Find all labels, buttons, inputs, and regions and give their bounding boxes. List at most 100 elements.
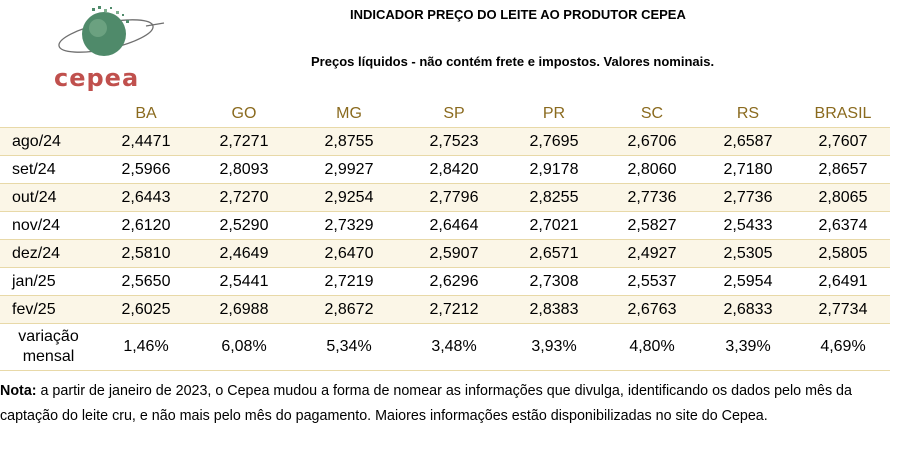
page-subtitle: Preços líquidos - não contém frete e imp… [311,54,715,69]
table-cell: 2,7736 [700,183,796,212]
table-cell: 2,7219 [294,267,404,296]
table-cell: 2,6587 [700,127,796,156]
table-cell: 2,7523 [404,127,504,156]
table-cell: 2,7695 [504,127,604,156]
table-cell: 2,5827 [604,211,700,240]
row-label: nov/24 [0,211,98,240]
table-cell: 2,5290 [194,211,294,240]
table-row: jan/25 2,5650 2,5441 2,7219 2,6296 2,730… [0,267,890,296]
row-label: fev/25 [0,295,98,324]
variation-cell: 4,80% [604,323,700,371]
column-header: PR [504,101,604,128]
variation-cell: 4,69% [796,323,890,371]
globe-icon [58,6,165,56]
row-label: out/24 [0,183,98,212]
row-label: dez/24 [0,239,98,268]
column-header: RS [700,101,796,128]
table-cell: 2,5954 [700,267,796,296]
table-cell: 2,8060 [604,155,700,184]
table-cell: 2,7021 [504,211,604,240]
column-header: SP [404,101,504,128]
variation-cell: 5,34% [294,323,404,371]
table-cell: 2,6296 [404,267,504,296]
table-row: fev/25 2,6025 2,6988 2,8672 2,7212 2,838… [0,295,890,324]
variation-label-line2: mensal [22,348,75,365]
variation-cell: 3,39% [700,323,796,371]
table-cell: 2,7607 [796,127,890,156]
footnote: Nota: a partir de janeiro de 2023, o Cep… [0,379,900,429]
table-cell: 2,8420 [404,155,504,184]
table-cell: 2,6470 [294,239,404,268]
column-header: BA [98,101,194,128]
table-cell: 2,9927 [294,155,404,184]
column-header: BRASIL [796,101,890,128]
table-header-row: BA GO MG SP PR SC RS BRASIL [0,101,890,128]
table-cell: 2,6763 [604,295,700,324]
table-cell: 2,8255 [504,183,604,212]
table-cell: 2,6464 [404,211,504,240]
page-title: INDICADOR PREÇO DO LEITE AO PRODUTOR CEP… [350,7,686,22]
column-header: MG [294,101,404,128]
table-cell: 2,5433 [700,211,796,240]
table-cell: 2,5966 [98,155,194,184]
table-cell: 2,5907 [404,239,504,268]
variation-label: variação mensal [0,323,98,371]
table-cell: 2,8755 [294,127,404,156]
table-cell: 2,8657 [796,155,890,184]
variation-label-line1: variação [18,328,79,345]
header-corner [0,101,98,128]
cepea-logo: cepea [46,4,176,92]
table-cell: 2,8093 [194,155,294,184]
table-row: dez/24 2,5810 2,4649 2,6470 2,5907 2,657… [0,239,890,268]
table-cell: 2,7271 [194,127,294,156]
table-cell: 2,5810 [98,239,194,268]
table-cell: 2,6374 [796,211,890,240]
table-cell: 2,6025 [98,295,194,324]
table-cell: 2,7180 [700,155,796,184]
variation-cell: 6,08% [194,323,294,371]
table-cell: 2,5537 [604,267,700,296]
table-cell: 2,6706 [604,127,700,156]
table-cell: 2,7308 [504,267,604,296]
row-label: ago/24 [0,127,98,156]
table-row: set/24 2,5966 2,8093 2,9927 2,8420 2,917… [0,155,890,184]
column-header: GO [194,101,294,128]
table-cell: 2,9254 [294,183,404,212]
table-cell: 2,8383 [504,295,604,324]
variation-cell: 3,48% [404,323,504,371]
footnote-prefix: Nota: [0,383,37,399]
table-cell: 2,4471 [98,127,194,156]
logo-wordmark: cepea [54,64,140,92]
column-header: SC [604,101,700,128]
table-cell: 2,7796 [404,183,504,212]
table-cell: 2,7736 [604,183,700,212]
row-label: set/24 [0,155,98,184]
table-cell: 2,4927 [604,239,700,268]
table-cell: 2,8672 [294,295,404,324]
table-cell: 2,6571 [504,239,604,268]
table-row: ago/24 2,4471 2,7271 2,8755 2,7523 2,769… [0,127,890,156]
price-table: BA GO MG SP PR SC RS BRASIL ago/24 2,447… [0,101,890,371]
table-row: nov/24 2,6120 2,5290 2,7329 2,6464 2,702… [0,211,890,240]
variation-cell: 1,46% [98,323,194,371]
table-cell: 2,8065 [796,183,890,212]
table-cell: 2,4649 [194,239,294,268]
table-cell: 2,5650 [98,267,194,296]
table-cell: 2,6988 [194,295,294,324]
table-cell: 2,5805 [796,239,890,268]
variation-row: variação mensal 1,46% 6,08% 5,34% 3,48% 3… [0,323,890,371]
footnote-text: a partir de janeiro de 2023, o Cepea mud… [0,383,852,424]
table-cell: 2,7212 [404,295,504,324]
variation-cell: 3,93% [504,323,604,371]
table-row: out/24 2,6443 2,7270 2,9254 2,7796 2,825… [0,183,890,212]
table-cell: 2,5305 [700,239,796,268]
table-cell: 2,6120 [98,211,194,240]
table-cell: 2,9178 [504,155,604,184]
table-cell: 2,7734 [796,295,890,324]
table-cell: 2,7270 [194,183,294,212]
table-cell: 2,6491 [796,267,890,296]
table-cell: 2,7329 [294,211,404,240]
table-cell: 2,5441 [194,267,294,296]
table-cell: 2,6833 [700,295,796,324]
table-body: ago/24 2,4471 2,7271 2,8755 2,7523 2,769… [0,127,890,371]
